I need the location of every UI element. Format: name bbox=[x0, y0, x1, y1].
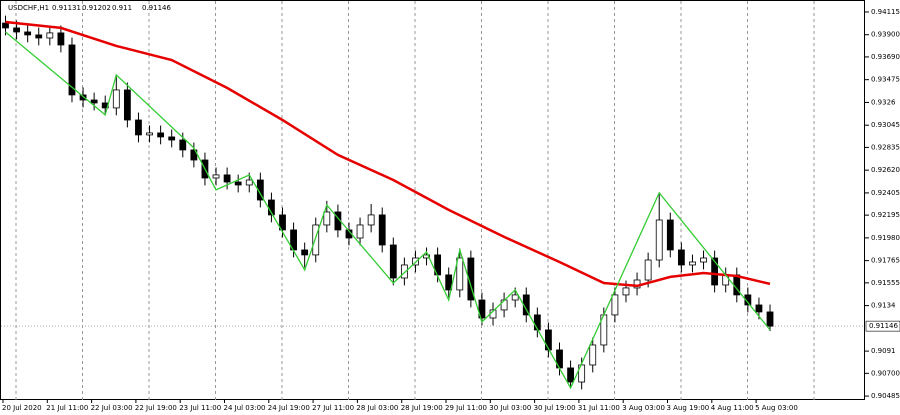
candle-body bbox=[301, 249, 309, 256]
candle-body bbox=[279, 214, 286, 231]
x-tick-label: 3 Aug 19:00 bbox=[667, 404, 710, 412]
candle-body bbox=[35, 34, 43, 39]
x-tick-label: 22 Jul 03:00 bbox=[91, 404, 133, 412]
candle-body bbox=[666, 219, 674, 251]
candle-body bbox=[146, 132, 153, 136]
candle-body bbox=[79, 94, 87, 101]
x-tick-label: 27 Jul 11:00 bbox=[312, 404, 354, 412]
candle-body bbox=[57, 32, 65, 46]
x-tick-label: 28 Jul 03:00 bbox=[356, 404, 398, 412]
last-close: 0.91146 bbox=[142, 4, 171, 12]
y-tick-label: 0.90485 bbox=[871, 392, 900, 400]
x-tick-label: 4 Aug 11:00 bbox=[711, 404, 754, 412]
y-tick-label: 0.9134 bbox=[871, 302, 896, 310]
symbol: USDCHF,H1 bbox=[8, 4, 49, 12]
candle-body bbox=[46, 32, 54, 39]
y-tick-label: 0.9326 bbox=[871, 98, 896, 106]
price-label: 0.91146 bbox=[869, 322, 898, 330]
y-tick-label: 0.90700 bbox=[871, 369, 900, 377]
candle-body bbox=[312, 224, 320, 256]
candle-body bbox=[423, 254, 430, 259]
candle-body bbox=[622, 287, 630, 296]
candle-body bbox=[179, 139, 187, 151]
candle-body bbox=[744, 294, 752, 306]
candle-body bbox=[677, 249, 685, 266]
candle-body bbox=[245, 179, 253, 186]
zigzag bbox=[5, 31, 771, 390]
candle-body bbox=[24, 31, 32, 36]
candle-body bbox=[533, 314, 541, 331]
y-tick-label: 0.92195 bbox=[871, 211, 900, 219]
candle-body bbox=[545, 329, 552, 351]
candle-body bbox=[168, 136, 176, 141]
candle-body bbox=[123, 89, 131, 121]
last-low: 0.911 bbox=[112, 4, 132, 12]
candle-body bbox=[500, 299, 508, 311]
last-high: 0.91202 bbox=[82, 4, 111, 12]
candle-body bbox=[567, 367, 574, 383]
candle-body bbox=[13, 27, 20, 33]
x-tick-label: 24 Jul 03:00 bbox=[224, 404, 266, 412]
x-tick-label: 21 Jul 11:00 bbox=[46, 404, 88, 412]
candle-body bbox=[234, 181, 242, 186]
last-open: 0.91131 bbox=[52, 4, 81, 12]
candle-body bbox=[478, 299, 486, 319]
candle-body bbox=[323, 211, 331, 226]
x-tick-label: 30 Jul 19:00 bbox=[534, 404, 576, 412]
candle-body bbox=[90, 99, 98, 104]
y-tick-label: 0.92405 bbox=[871, 189, 900, 197]
candle-body bbox=[467, 257, 475, 301]
candle-body bbox=[766, 311, 774, 327]
moving-average bbox=[5, 20, 771, 288]
y-tick-label: 0.93475 bbox=[871, 76, 900, 84]
y-tick-label: 0.93900 bbox=[871, 31, 900, 39]
x-tick-label: 22 Jul 19:00 bbox=[135, 404, 177, 412]
y-tick-label: 0.93690 bbox=[871, 53, 900, 61]
candle-body bbox=[356, 224, 364, 239]
x-tick-label: 23 Jul 11:00 bbox=[179, 404, 221, 412]
y-tick-label: 0.9091 bbox=[871, 347, 896, 355]
y-tick-label: 0.93045 bbox=[871, 121, 900, 129]
x-tick-label: 3 Aug 03:00 bbox=[622, 404, 665, 412]
candle-body bbox=[367, 214, 375, 226]
candle-body bbox=[755, 304, 763, 313]
candle-body bbox=[135, 119, 142, 136]
candle-body bbox=[456, 257, 464, 291]
y-tick-label: 0.91980 bbox=[871, 234, 900, 242]
candle-body bbox=[68, 44, 76, 96]
x-tick-label: 20 Jul 2020 bbox=[2, 404, 42, 412]
candle-body bbox=[223, 174, 231, 183]
candle-body bbox=[190, 149, 198, 161]
x-tick-label: 29 Jul 11:00 bbox=[445, 404, 487, 412]
candle-body bbox=[157, 132, 165, 138]
x-tick-label: 5 Aug 03:00 bbox=[755, 404, 798, 412]
candle-body bbox=[389, 244, 397, 279]
candle-body bbox=[212, 174, 220, 179]
candle-body bbox=[689, 261, 696, 266]
x-tick-label: 28 Jul 19:00 bbox=[401, 404, 443, 412]
candle-body bbox=[445, 274, 453, 291]
x-tick-label: 24 Jul 19:00 bbox=[268, 404, 310, 412]
x-tick-label: 31 Jul 11:00 bbox=[578, 404, 620, 412]
candle-body bbox=[112, 89, 120, 109]
candle-body bbox=[611, 294, 619, 316]
candle-body bbox=[589, 344, 597, 366]
candle-body bbox=[655, 219, 663, 261]
y-tick-label: 0.91765 bbox=[871, 257, 900, 265]
candle-body bbox=[511, 294, 519, 301]
candle-body bbox=[256, 179, 264, 201]
y-tick-label: 0.94115 bbox=[871, 8, 900, 16]
candle-body bbox=[700, 257, 707, 263]
y-tick-label: 0.92620 bbox=[871, 166, 900, 174]
y-tick-label: 0.92835 bbox=[871, 143, 900, 151]
candle-body bbox=[400, 264, 408, 279]
y-tick-label: 0.91555 bbox=[871, 279, 900, 287]
price-label-box bbox=[865, 320, 900, 332]
candle-body bbox=[711, 257, 719, 286]
candle-body bbox=[2, 22, 9, 29]
x-tick-label: 30 Jul 03:00 bbox=[489, 404, 531, 412]
candle-body bbox=[644, 259, 652, 281]
candle-body bbox=[378, 214, 386, 246]
